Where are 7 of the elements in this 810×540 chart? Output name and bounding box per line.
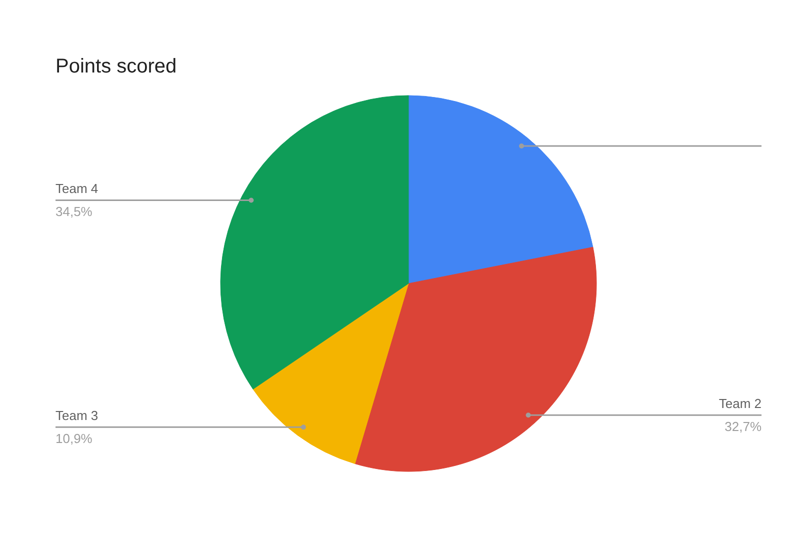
slice-label: Team 3 [56,408,98,424]
data-label: 10,9% [56,431,93,446]
chart-title: Points scored [56,56,177,78]
slice-label: Team 4 [56,181,98,196]
data-label: 34,5% [56,204,93,220]
data-label: 32,7% [724,419,762,434]
slice-label: Team 2 [718,396,762,412]
